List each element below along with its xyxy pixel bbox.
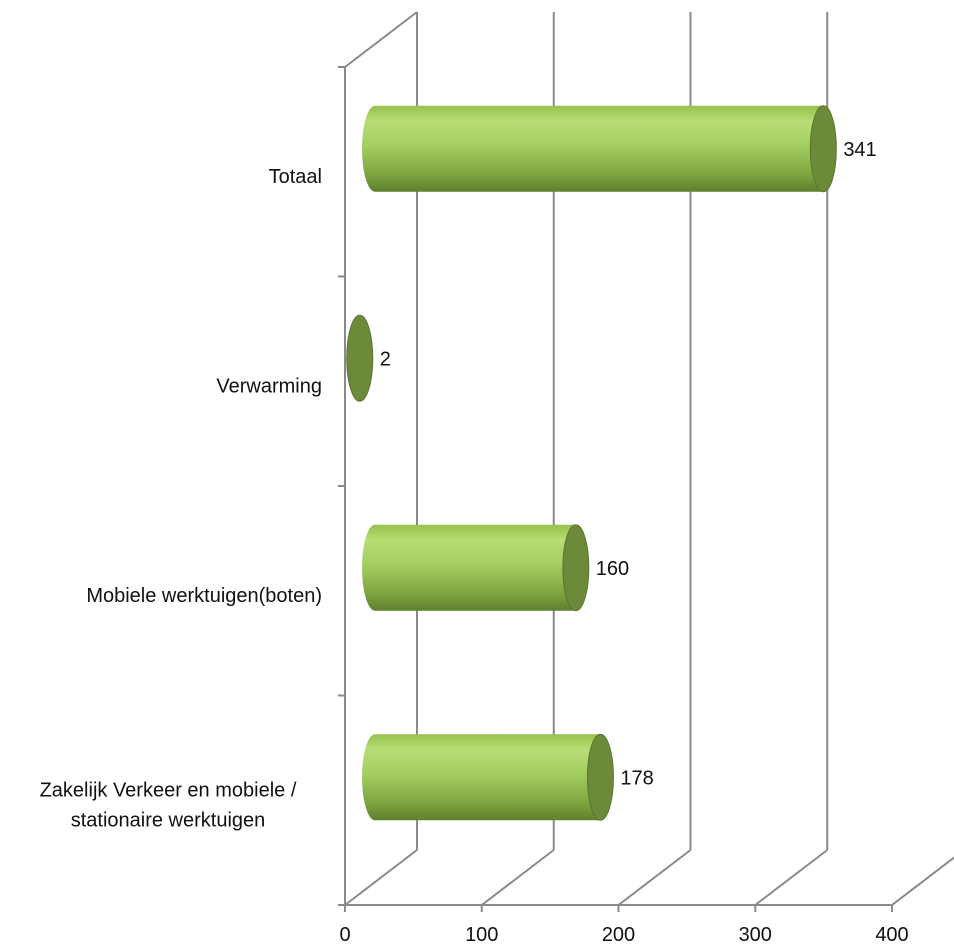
bar-cap <box>346 314 374 402</box>
floor-gridline <box>481 849 555 906</box>
floor-gridline <box>344 849 418 906</box>
data-label: 2 <box>380 348 391 370</box>
data-label: 160 <box>596 558 629 580</box>
category-label: Zakelijk Verkeer en mobiele / <box>40 779 297 801</box>
bar-0 <box>362 105 837 193</box>
bar-body <box>362 734 601 821</box>
floor-gridline <box>754 849 828 906</box>
bar-1 <box>346 314 374 402</box>
category-label: Totaal <box>269 166 322 188</box>
bar-cap <box>809 105 837 193</box>
x-tick-label: 100 <box>465 924 498 946</box>
floor-gridline <box>891 856 954 906</box>
wall-top-edge <box>344 11 418 68</box>
bar-body <box>362 105 824 192</box>
bar-cap <box>562 524 590 612</box>
category-label: Mobiele werktuigen(boten) <box>86 585 322 607</box>
x-tick-label: 400 <box>875 924 908 946</box>
bar-body <box>362 524 576 611</box>
x-tick-label: 0 <box>339 924 350 946</box>
bar-layer <box>346 105 837 821</box>
floor-gridline <box>617 849 692 906</box>
data-label: 178 <box>620 767 653 789</box>
x-tick-label: 300 <box>739 924 772 946</box>
label-layer: 0 100 200 300 400 341 Totaal 2 Verwarming 160 Mobi… <box>40 139 909 946</box>
data-label: 341 <box>843 139 876 161</box>
bar-cap <box>586 733 614 821</box>
category-label: Verwarming <box>216 375 322 397</box>
bar-3 <box>362 733 614 821</box>
x-tick-label: 200 <box>602 924 635 946</box>
bar-2 <box>362 524 590 612</box>
category-label: stationaire werktuigen <box>71 809 266 831</box>
